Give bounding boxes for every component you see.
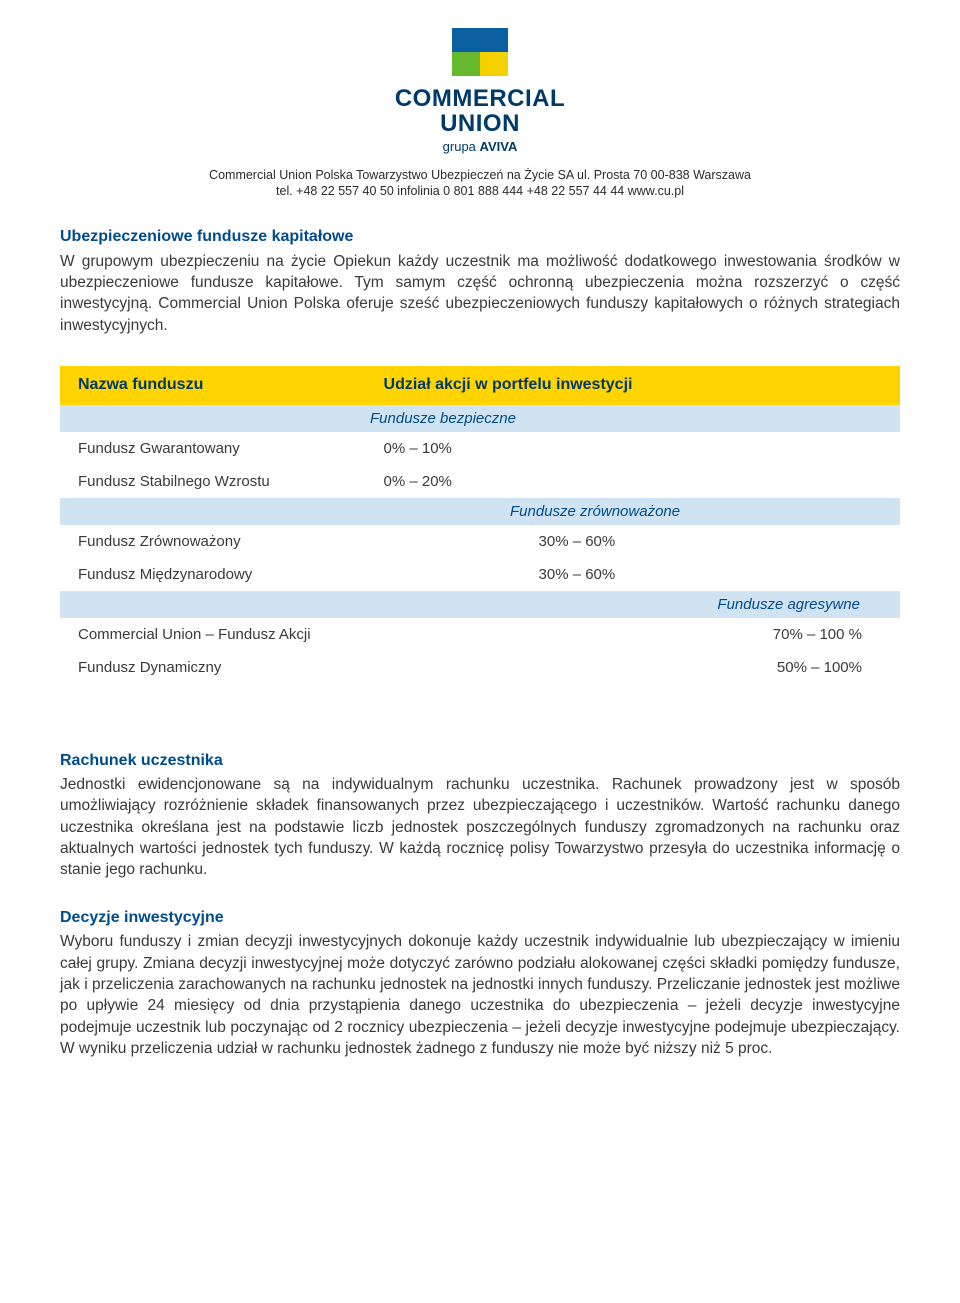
table-header-row: Nazwa funduszu Udział akcji w portfelu i… bbox=[60, 366, 900, 404]
fund-value: 50% – 100% bbox=[384, 657, 882, 678]
logo-text-line3: grupa AVIVA bbox=[60, 138, 900, 156]
fund-name: Commercial Union – Fundusz Akcji bbox=[78, 624, 384, 645]
category-safe: Fundusze bezpieczne bbox=[60, 405, 900, 432]
logo-text-line2: UNION bbox=[60, 111, 900, 136]
company-address: Commercial Union Polska Towarzystwo Ubez… bbox=[60, 167, 900, 201]
fund-name: Fundusz Stabilnego Wzrostu bbox=[78, 471, 384, 492]
table-header-name: Nazwa funduszu bbox=[78, 374, 384, 396]
funds-table: Nazwa funduszu Udział akcji w portfelu i… bbox=[60, 366, 900, 683]
section-title-funds: Ubezpieczeniowe fundusze kapitałowe bbox=[60, 226, 900, 248]
section-body-funds: W grupowym ubezpieczeniu na życie Opieku… bbox=[60, 251, 900, 337]
fund-value: 0% – 10% bbox=[384, 438, 882, 459]
table-row: Fundusz Międzynarodowy 30% – 60% bbox=[60, 558, 900, 591]
fund-value: 30% – 60% bbox=[384, 564, 882, 585]
table-row: Fundusz Zrównoważony 30% – 60% bbox=[60, 525, 900, 558]
section-title-account: Rachunek uczestnika bbox=[60, 750, 900, 772]
section-title-decisions: Decyzje inwestycyjne bbox=[60, 907, 900, 929]
logo-subtext-prefix: grupa bbox=[443, 139, 480, 154]
category-balanced: Fundusze zrównoważone bbox=[60, 498, 900, 525]
logo-block: COMMERCIAL UNION grupa AVIVA bbox=[60, 28, 900, 157]
address-line-2: tel. +48 22 557 40 50 infolinia 0 801 88… bbox=[60, 183, 900, 200]
section-body-account: Jednostki ewidencjonowane są na indywidu… bbox=[60, 774, 900, 881]
table-row: Fundusz Gwarantowany 0% – 10% bbox=[60, 432, 900, 465]
logo-text-line1: COMMERCIAL bbox=[60, 86, 900, 111]
table-row: Fundusz Stabilnego Wzrostu 0% – 20% bbox=[60, 465, 900, 498]
fund-value: 70% – 100 % bbox=[384, 624, 882, 645]
section-body-decisions: Wyboru funduszy i zmian decyzji inwestyc… bbox=[60, 931, 900, 1059]
logo-subtext-brand: AVIVA bbox=[480, 139, 518, 154]
table-header-share: Udział akcji w portfelu inwestycji bbox=[384, 374, 882, 396]
table-row: Fundusz Dynamiczny 50% – 100% bbox=[60, 651, 900, 684]
address-line-1: Commercial Union Polska Towarzystwo Ubez… bbox=[60, 167, 900, 184]
fund-value: 30% – 60% bbox=[384, 531, 882, 552]
category-aggressive: Fundusze agresywne bbox=[60, 591, 900, 618]
logo-icon bbox=[452, 28, 508, 76]
fund-value: 0% – 20% bbox=[384, 471, 882, 492]
fund-name: Fundusz Międzynarodowy bbox=[78, 564, 384, 585]
table-row: Commercial Union – Fundusz Akcji 70% – 1… bbox=[60, 618, 900, 651]
fund-name: Fundusz Dynamiczny bbox=[78, 657, 384, 678]
fund-name: Fundusz Gwarantowany bbox=[78, 438, 384, 459]
fund-name: Fundusz Zrównoważony bbox=[78, 531, 384, 552]
